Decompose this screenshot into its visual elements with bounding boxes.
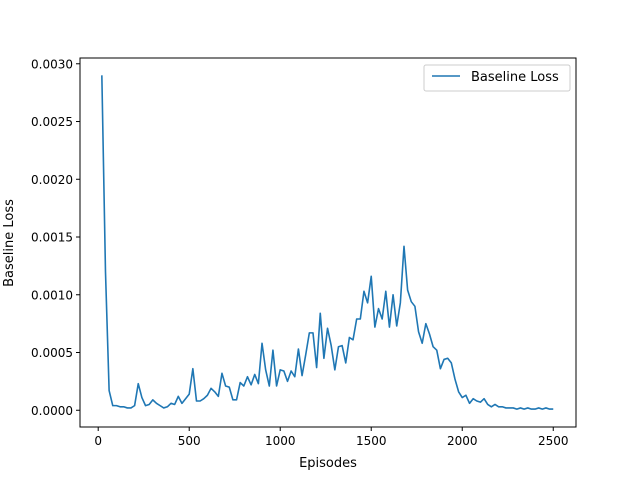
x-axis-ticks: 0 500 1000 1500 2000 2500 [94, 427, 569, 448]
y-tick-label: 0.0000 [31, 404, 73, 418]
x-tick-label: 500 [178, 434, 201, 448]
y-tick-label: 0.0030 [31, 57, 73, 71]
legend-box [423, 64, 571, 92]
legend-label: Baseline Loss [471, 70, 559, 85]
x-tick-label: 1000 [265, 434, 296, 448]
y-axis-ticks: 0.0000 0.0005 0.0010 0.0015 0.0020 0.0025 0.00… [31, 57, 80, 418]
x-tick-label: 0 [94, 434, 102, 448]
y-tick-label: 0.0015 [31, 231, 73, 245]
x-tick-label: 1500 [356, 434, 387, 448]
legend: Baseline Loss [423, 64, 571, 92]
series-line-0 [101, 75, 554, 410]
x-tick-label: 2000 [447, 434, 478, 448]
axes-frame [79, 57, 577, 428]
y-tick-label: 0.0025 [31, 115, 73, 129]
plot-area [101, 75, 554, 410]
y-tick-label: 0.0020 [31, 173, 73, 187]
x-tick-label: 2500 [538, 434, 569, 448]
x-axis-label: Episodes [299, 456, 357, 471]
y-tick-label: 0.0010 [31, 288, 73, 302]
y-axis-label: Baseline Loss [2, 199, 17, 287]
y-tick-label: 0.0005 [31, 346, 73, 360]
